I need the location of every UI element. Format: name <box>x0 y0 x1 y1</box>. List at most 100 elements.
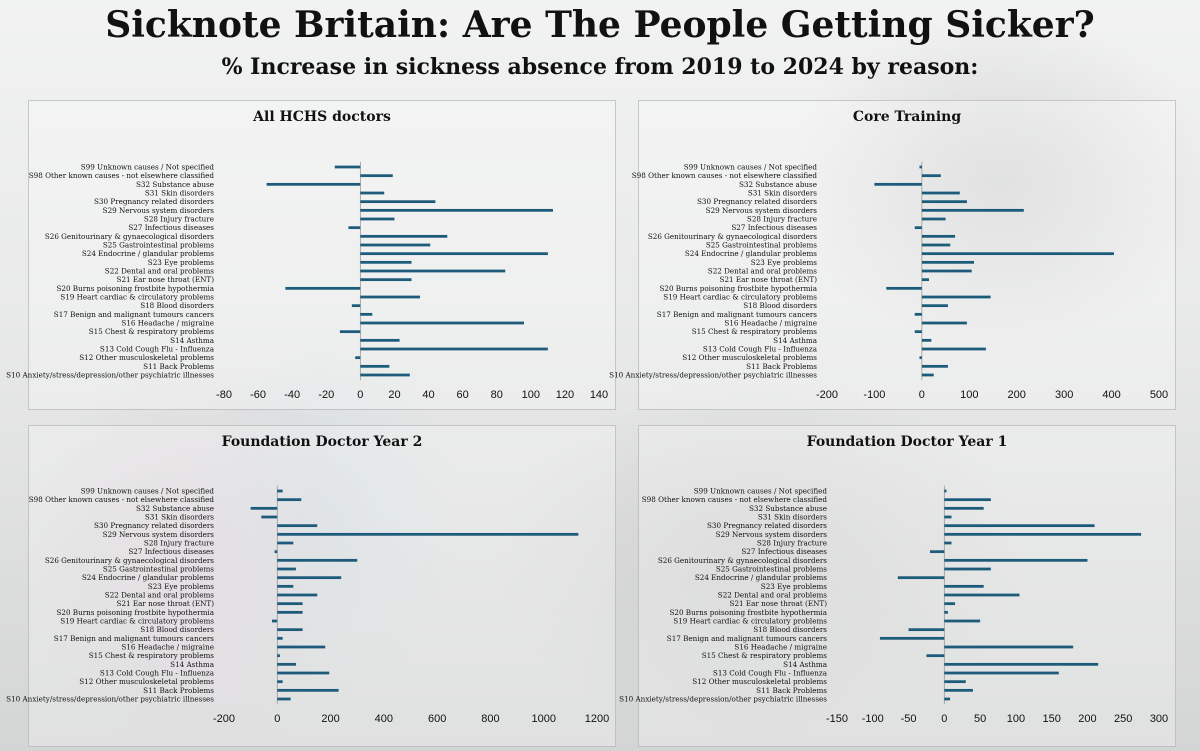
bar <box>351 304 361 308</box>
bar <box>921 338 932 342</box>
category-label: S26 Genitourinary & gynaecological disor… <box>45 232 214 241</box>
x-tick-label: -100 <box>863 389 885 401</box>
bar <box>944 489 947 493</box>
bar <box>944 662 1099 666</box>
x-tick-label: -200 <box>213 713 235 725</box>
bar <box>944 602 956 606</box>
bar <box>360 252 548 256</box>
category-label: S26 Genitourinary & gynaecological disor… <box>45 556 214 565</box>
category-label: S31 Skin disorders <box>748 189 817 198</box>
bar <box>944 567 991 571</box>
category-label: S18 Blood disorders <box>753 625 827 634</box>
bar <box>921 260 975 264</box>
category-label: S30 Pregnancy related disorders <box>94 521 214 530</box>
category-label: S29 Nervous system disorders <box>103 206 215 215</box>
category-label: S30 Pregnancy related disorders <box>697 197 817 206</box>
chart-panel-foundation-year-1: Foundation Doctor Year 1 S99 Unknown cau… <box>619 425 1176 747</box>
category-label: S99 Unknown causes / Not specified <box>694 487 828 496</box>
x-tick-label: 60 <box>457 389 469 401</box>
category-label: S23 Eye problems <box>761 582 828 591</box>
bar <box>921 252 1114 256</box>
x-tick-label: 500 <box>1150 389 1168 401</box>
category-label: S99 Unknown causes / Not specified <box>81 163 215 172</box>
category-label: S10 Anxiety/stress/depression/other psyc… <box>619 695 827 704</box>
bar <box>360 243 431 247</box>
category-label: S21 Ear nose throat (ENT) <box>730 599 828 608</box>
chart-title: Core Training <box>852 109 962 125</box>
category-label: S17 Benign and malignant tumours cancers <box>54 310 215 319</box>
bar <box>944 680 966 684</box>
category-label: S13 Cold Cough Flu - Influenza <box>100 345 215 354</box>
bar <box>921 321 967 325</box>
bar <box>360 260 412 264</box>
bar <box>360 200 436 204</box>
x-tick-label: 100 <box>522 389 540 401</box>
category-label: S14 Asthma <box>783 660 828 669</box>
bar <box>944 515 952 519</box>
bar <box>944 524 1095 528</box>
bar <box>360 217 395 221</box>
bar <box>944 498 991 502</box>
category-label: S32 Substance abuse <box>136 180 214 189</box>
bar <box>921 304 948 308</box>
bar <box>921 191 960 195</box>
bar <box>944 541 952 545</box>
category-label: S24 Endocrine / glandular problems <box>685 249 817 258</box>
category-label: S10 Anxiety/stress/depression/other psyc… <box>609 371 817 380</box>
bar <box>360 338 400 342</box>
bar <box>944 619 981 623</box>
bar <box>921 373 934 377</box>
category-label: S30 Pregnancy related disorders <box>707 521 827 530</box>
category-label: S20 Burns poisoning frostbite hypothermi… <box>56 608 214 617</box>
category-label: S98 Other known causes - not elsewhere c… <box>29 171 215 180</box>
bar <box>914 312 922 316</box>
category-label: S15 Chest & respiratory problems <box>702 651 828 660</box>
bar <box>360 191 385 195</box>
category-label: S18 Blood disorders <box>140 301 214 310</box>
category-label: S30 Pregnancy related disorders <box>94 197 214 206</box>
category-label: S12 Other musculoskeletal problems <box>692 677 827 686</box>
category-label: S12 Other musculoskeletal problems <box>79 353 214 362</box>
bar <box>285 286 361 290</box>
bar <box>914 226 922 230</box>
category-label: S23 Eye problems <box>751 258 818 267</box>
category-label: S98 Other known causes - not elsewhere c… <box>632 171 818 180</box>
bar <box>277 558 358 562</box>
x-tick-label: -200 <box>816 389 838 401</box>
x-tick-label: -80 <box>216 389 232 401</box>
bar <box>360 234 448 238</box>
bar <box>360 364 390 368</box>
bar <box>274 550 278 554</box>
bar <box>921 243 951 247</box>
bar <box>277 645 326 649</box>
category-label: S11 Back Problems <box>143 686 214 695</box>
bar <box>277 654 280 658</box>
bar <box>921 234 956 238</box>
bar <box>277 541 294 545</box>
bar <box>277 489 283 493</box>
category-label: S31 Skin disorders <box>145 513 214 522</box>
category-label: S25 Gastrointestinal problems <box>716 565 827 574</box>
category-label: S10 Anxiety/stress/depression/other psyc… <box>6 695 214 704</box>
bar <box>360 347 548 351</box>
bar <box>874 182 922 186</box>
bar <box>944 593 1020 597</box>
category-label: S15 Chest & respiratory problems <box>692 327 818 336</box>
category-label: S25 Gastrointestinal problems <box>706 241 817 250</box>
bar <box>921 364 948 368</box>
category-label: S29 Nervous system disorders <box>103 530 215 539</box>
category-label: S32 Substance abuse <box>739 180 817 189</box>
category-label: S22 Dental and oral problems <box>105 267 215 276</box>
bar <box>886 286 922 290</box>
bar <box>360 295 421 299</box>
category-label: S27 Infectious diseases <box>731 223 817 232</box>
bar <box>360 321 524 325</box>
bar <box>277 628 303 632</box>
category-label: S14 Asthma <box>170 336 215 345</box>
page-subtitle: % Increase in sickness absence from 2019… <box>221 54 979 80</box>
x-tick-label: 0 <box>357 389 363 401</box>
category-label: S16 Headache / migraine <box>121 319 214 328</box>
bar <box>360 278 412 282</box>
bar <box>360 174 393 178</box>
